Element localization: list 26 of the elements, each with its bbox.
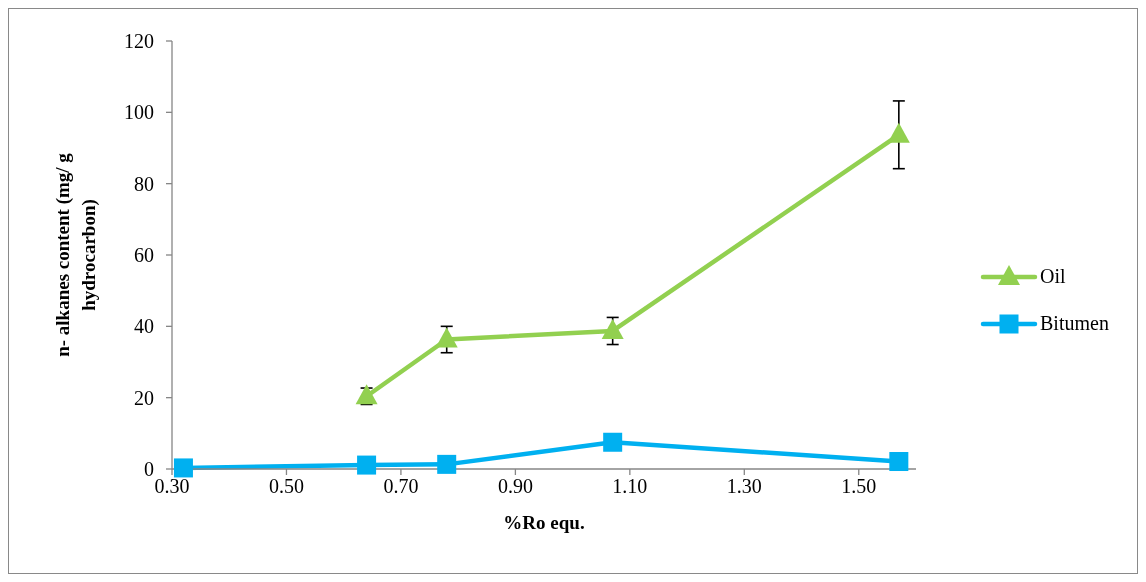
- y-tick-label: 120: [124, 30, 154, 53]
- x-axis-title: %Ro equ.: [503, 511, 585, 533]
- y-tick-label: 0: [144, 458, 154, 481]
- y-tick-label: 80: [134, 172, 154, 195]
- x-tick-label: 0.70: [383, 475, 419, 498]
- y-tick-label: 100: [124, 101, 154, 124]
- x-tick-label: 0.30: [154, 475, 190, 498]
- x-tick-label: 0.50: [268, 475, 304, 498]
- point: [435, 327, 458, 348]
- point: [603, 432, 623, 452]
- legend-label: Oil: [1040, 265, 1066, 288]
- x-tick-label: 1.30: [726, 475, 762, 498]
- y-tick-label: 60: [134, 244, 154, 267]
- point: [601, 318, 624, 339]
- point: [173, 458, 193, 478]
- point: [889, 452, 909, 472]
- x-tick-label: 0.90: [497, 475, 533, 498]
- y-tick-label: 20: [134, 386, 154, 409]
- x-tick-label: 1.10: [612, 475, 648, 498]
- y-tick-label: 40: [134, 315, 154, 338]
- point: [887, 122, 910, 143]
- y-axis-title: n- alkanes content (mg/ g hydrocarbon): [51, 152, 100, 357]
- legend-label: Bitumen: [1040, 312, 1109, 335]
- point: [437, 454, 457, 474]
- point: [357, 455, 377, 475]
- x-tick-label: 1.50: [841, 475, 877, 498]
